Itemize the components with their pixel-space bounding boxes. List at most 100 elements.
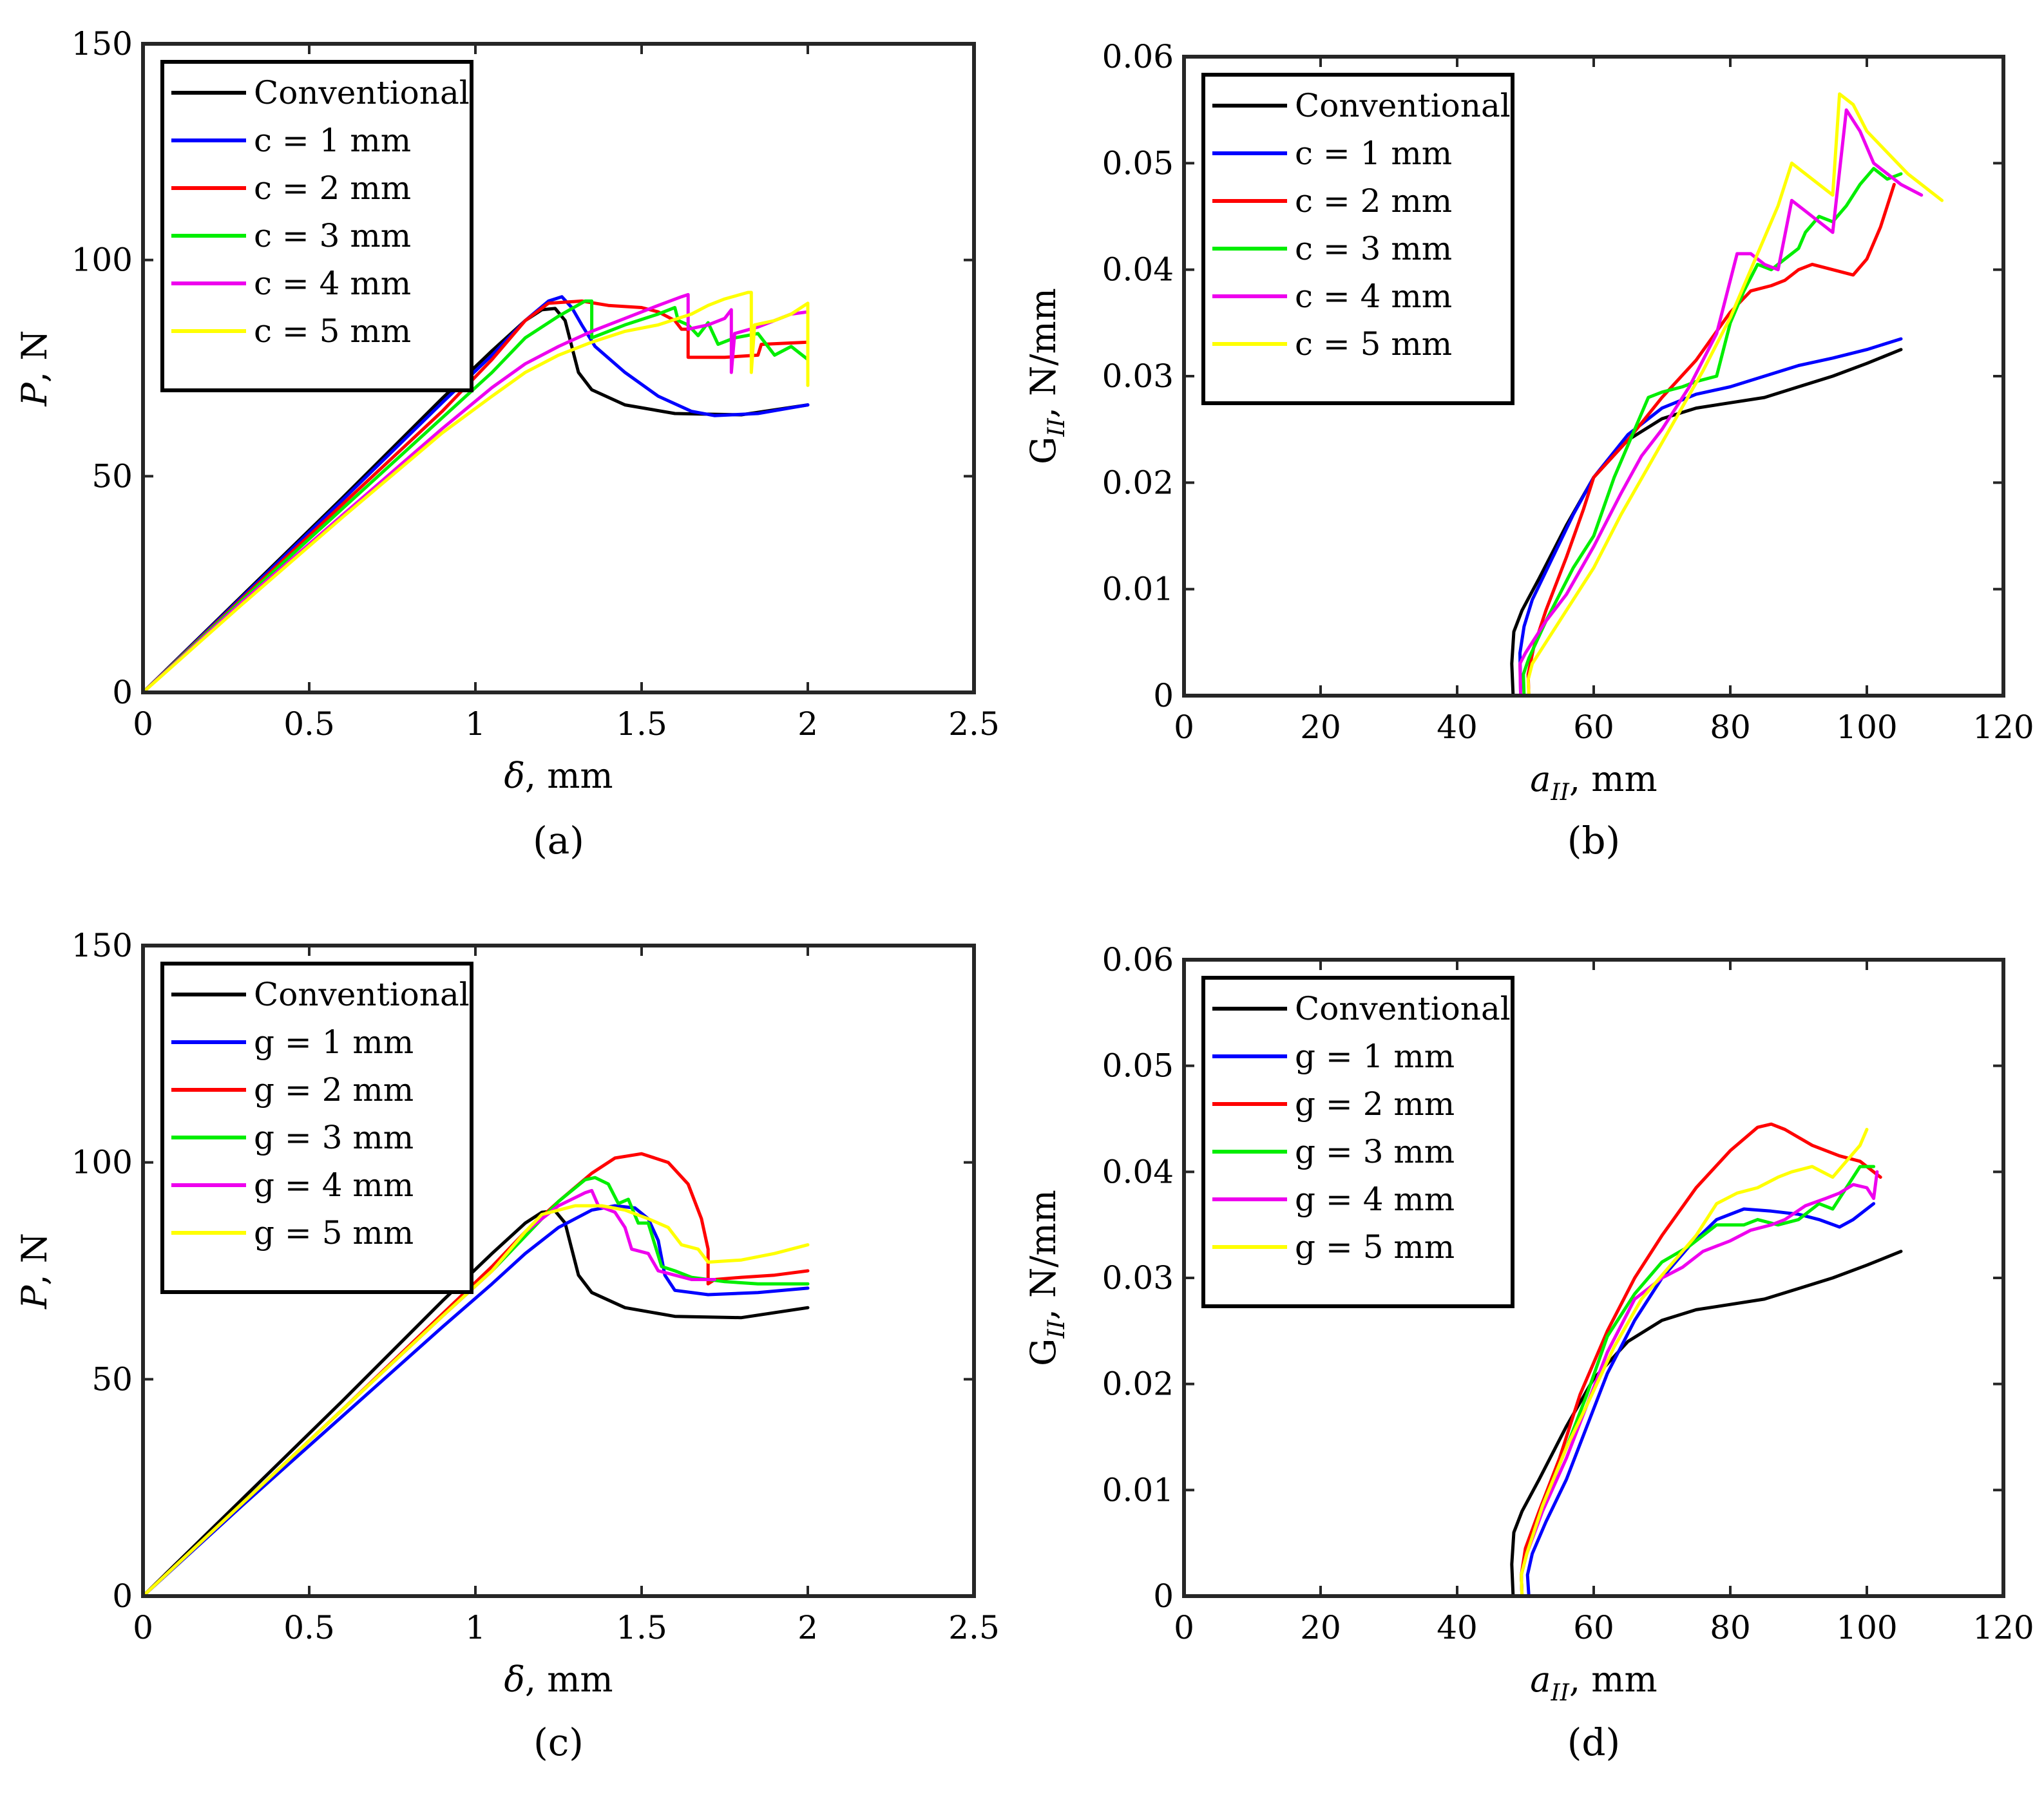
- x-axis-label-var: δ: [504, 756, 525, 796]
- y-axis-label-var: P: [14, 1284, 55, 1309]
- series-line-c5-mm: [143, 290, 810, 692]
- series-line-g5-mm: [1520, 1128, 1869, 1596]
- legend-label: c = 2 mm: [1295, 182, 1452, 220]
- x-tick-label: 60: [1573, 709, 1614, 746]
- y-tick-label: 0.02: [1102, 464, 1174, 501]
- x-tick-label: 0.5: [283, 705, 335, 743]
- y-tick-label: 0.04: [1102, 1153, 1174, 1190]
- legend-label: g = 5 mm: [1295, 1228, 1455, 1266]
- panel-label: (d): [1567, 1720, 1620, 1764]
- series-line-c3-mm: [1522, 167, 1903, 696]
- series-line-g4-mm: [1520, 1170, 1879, 1596]
- legend-label: g = 2 mm: [1295, 1085, 1455, 1123]
- series-line-g2-mm: [1520, 1122, 1882, 1596]
- x-axis-label: aII, mm: [1530, 759, 1657, 806]
- y-tick-label: 50: [91, 1360, 133, 1398]
- panel-label: (a): [533, 819, 584, 862]
- legend-label: c = 1 mm: [1295, 135, 1452, 172]
- legend-box: [1201, 976, 1514, 1308]
- x-axis-label-var: a: [1530, 759, 1551, 799]
- legend-label: g = 1 mm: [1295, 1038, 1455, 1075]
- y-axis-label-unit: , N/mm: [1023, 1190, 1064, 1320]
- x-axis-label-unit: , mm: [1569, 1659, 1657, 1700]
- legend-label: c = 5 mm: [1295, 325, 1452, 363]
- y-axis-label: GII, N/mm: [1023, 288, 1070, 464]
- y-axis-label: GII, N/mm: [1023, 1190, 1070, 1366]
- series-group: [1510, 92, 1944, 696]
- y-axis-label-var: G: [1023, 437, 1064, 464]
- y-axis-label-unit: , N: [14, 330, 55, 383]
- x-tick-label: 2: [798, 705, 818, 743]
- x-tick-label: 20: [1300, 709, 1341, 746]
- series-line-c2-mm: [143, 299, 810, 692]
- y-tick-label: 0.02: [1102, 1366, 1174, 1403]
- legend-label: c = 3 mm: [1295, 230, 1452, 267]
- series-line-conventional: [1510, 348, 1903, 696]
- legend-label: Conventional: [1295, 87, 1511, 124]
- x-tick-label: 0: [1174, 1609, 1194, 1646]
- series-group: [1510, 1122, 1903, 1596]
- chart-panel-c: 0 0.5 1 1.5 2 2.5 0 50 100 150 δ, mm P, N Convention…: [14, 927, 1000, 1764]
- x-axis-label: δ, mm: [504, 756, 613, 796]
- x-tick-label: 120: [1972, 709, 2034, 746]
- legend-box: [160, 60, 473, 392]
- x-tick-label: 1.5: [616, 1609, 667, 1646]
- y-tick-label: 0.06: [1102, 941, 1174, 978]
- legend: Conventional c = 1 mm c = 2 mm c = 3 mm c = …: [1201, 73, 1514, 405]
- x-tick-label: 0: [1174, 709, 1194, 746]
- x-tick-label: 2: [798, 1609, 818, 1646]
- series-line-conventional: [143, 1209, 810, 1596]
- y-axis-label: P, N: [14, 330, 55, 407]
- y-tick-label: 0.04: [1102, 251, 1174, 289]
- x-axis-label-unit: , mm: [1569, 759, 1657, 799]
- legend-label: g = 4 mm: [254, 1166, 414, 1204]
- legend: Conventional g = 1 mm g = 2 mm g = 3 mm g = …: [1201, 976, 1514, 1308]
- y-tick-label: 0.05: [1102, 1047, 1174, 1085]
- series-line-g5-mm: [143, 1204, 810, 1596]
- series-line-c4-mm: [1518, 108, 1924, 696]
- x-tick-label: 100: [1836, 709, 1897, 746]
- x-tick-label: 100: [1836, 1609, 1897, 1646]
- legend: Conventional c = 1 mm c = 2 mm c = 3 mm c = …: [160, 60, 473, 392]
- legend-label: g = 2 mm: [254, 1071, 414, 1109]
- y-tick-label: 0.05: [1102, 144, 1174, 182]
- legend-label: g = 1 mm: [254, 1023, 414, 1061]
- y-axis-label-var: P: [14, 381, 55, 406]
- y-tick-label: 150: [72, 927, 133, 964]
- y-tick-label: 100: [72, 1144, 133, 1181]
- y-axis-label-sub: II: [1044, 418, 1070, 437]
- x-axis-label-unit: , mm: [525, 756, 613, 796]
- legend-box: [1201, 73, 1514, 405]
- series-group: [143, 290, 810, 692]
- y-tick-label: 0: [112, 1577, 133, 1615]
- legend-label: c = 1 mm: [254, 122, 411, 159]
- legend-label: c = 5 mm: [254, 312, 411, 350]
- y-tick-label: 150: [72, 25, 133, 62]
- legend-label: c = 4 mm: [254, 265, 411, 302]
- x-tick-label: 2.5: [948, 705, 1000, 743]
- x-axis-label-sub: II: [1551, 1680, 1570, 1706]
- x-tick-label: 120: [1972, 1609, 2034, 1646]
- legend-label: g = 3 mm: [1295, 1133, 1455, 1170]
- legend-label: Conventional: [1295, 990, 1511, 1027]
- y-tick-label: 0: [112, 674, 133, 711]
- plot-frame: [141, 944, 976, 1598]
- y-tick-label: 0.01: [1102, 1471, 1174, 1509]
- series-line-c2-mm: [1526, 182, 1896, 696]
- x-axis-label-var: a: [1530, 1659, 1551, 1700]
- y-axis-label-unit: , N: [14, 1233, 55, 1286]
- y-tick-label: 0.03: [1102, 1259, 1174, 1297]
- chart-panel-b: 0 20 40 60 80 100 120 0 0.01 0.02 0.03 0.04 0.05 0.06…: [1023, 38, 2034, 862]
- legend-label: g = 3 mm: [254, 1119, 414, 1156]
- panel-label: (c): [533, 1720, 584, 1764]
- x-tick-label: 40: [1437, 709, 1478, 746]
- x-axis-label: δ, mm: [504, 1659, 613, 1700]
- y-tick-label: 0.03: [1102, 357, 1174, 395]
- x-tick-label: 1: [465, 1609, 486, 1646]
- legend-box: [160, 962, 473, 1294]
- series-line-c1-mm: [1518, 337, 1903, 696]
- x-tick-label: 2.5: [948, 1609, 1000, 1646]
- y-tick-label: 100: [72, 242, 133, 279]
- panel-label: (b): [1567, 819, 1620, 862]
